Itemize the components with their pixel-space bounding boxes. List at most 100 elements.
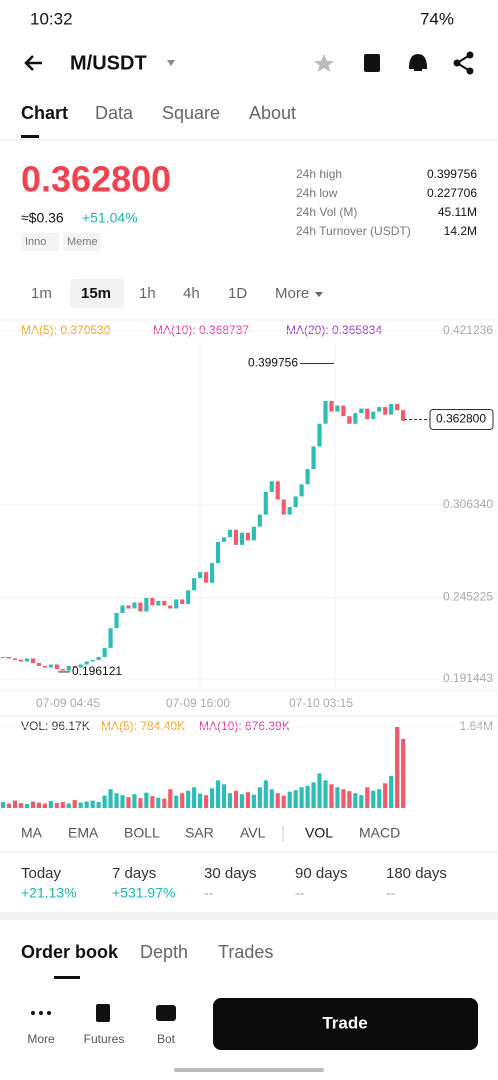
trade-button[interactable] [213,998,478,1050]
candle [48,664,53,668]
tab-underline [21,135,39,138]
back-icon[interactable] [24,55,42,71]
interval[interactable]: More [275,285,309,302]
candle [66,666,71,671]
volume-bar [347,791,352,808]
volume-bar [144,792,149,808]
candle [192,578,197,591]
last-box [429,408,494,430]
candle [138,602,143,612]
perf-value: +531.97% [112,885,175,901]
candle [245,532,250,541]
stat-value: 45.11M [438,205,477,219]
interval[interactable]: 1m [31,285,52,302]
tag-box [21,233,59,251]
volume-bar [287,791,292,808]
volume-bar [180,793,185,808]
x-tick-label: 07-09 04:45 [36,696,100,710]
volume-bar [198,793,203,808]
x-tick-label: 07-10 03:15 [289,696,353,710]
indicator[interactable]: MA [21,825,43,841]
volume-bar [209,788,215,808]
note-icon[interactable] [364,54,380,72]
perf-label: 7 days [112,865,156,882]
volume-bar [245,792,250,808]
stat-value: 0.399756 [427,167,477,181]
interval[interactable]: 1D [228,285,247,302]
candle [227,529,233,538]
indicator[interactable]: MACD [359,825,400,841]
star-icon[interactable] [314,54,334,72]
candle [359,408,364,414]
status-battery: 74% [420,9,454,28]
candle [233,529,239,545]
alert-icon[interactable] [408,53,428,71]
stat-label: 24h high [296,167,342,181]
indicator[interactable]: AVL [240,825,266,841]
volume-bar [12,800,18,808]
last-price: 0.362800 [21,159,171,200]
candle [156,600,161,606]
candle [377,407,382,412]
y-tick-label: 0.245225 [443,590,493,604]
volume-bar [114,793,119,808]
indicator[interactable]: VOL [305,825,333,841]
volume-bar [299,787,304,808]
tab[interactable]: Chart [21,103,68,123]
candle [275,481,280,500]
ma-label: MA(20): 0.365834 [286,323,382,337]
candle [12,658,18,660]
stat-label: 24h Turnover (USDT) [296,224,411,238]
tab[interactable]: Square [162,103,220,123]
interval[interactable]: 15m [81,285,111,302]
dropdown-icon[interactable] [167,60,175,66]
volume-bar [359,795,364,808]
vol-label: MA(10): 676.39K [199,719,290,733]
volume-bar [90,800,95,808]
y-tick-label: 0.306340 [443,497,493,511]
bottom-tab[interactable]: Order book [21,942,119,962]
volume-bar [329,784,334,808]
candle [323,401,328,424]
volume-bar [192,787,197,808]
interval[interactable]: 4h [183,285,200,302]
candle [353,413,358,424]
candle [251,526,256,541]
bottom-tab[interactable]: Trades [218,942,273,962]
tag-box [63,233,101,251]
candle [204,572,209,583]
tab[interactable]: About [249,103,296,123]
volume-bar [263,780,268,808]
candle [144,597,149,612]
candle [24,658,30,662]
indicator[interactable]: EMA [68,825,99,841]
indicator[interactable]: SAR [185,825,214,841]
perf-label: 90 days [295,865,348,882]
indicator[interactable]: BOLL [124,825,160,841]
candle [311,446,316,470]
ma-label: MA(10): 0.368737 [153,323,249,337]
share-icon[interactable] [453,51,474,75]
interval[interactable]: 1h [139,285,156,302]
nav-item[interactable]: Futures [84,1032,125,1046]
volume-bar [174,795,179,808]
tab[interactable]: Data [95,103,134,123]
candle [401,410,406,421]
volume-bar [269,789,274,808]
volume-bar [204,795,209,808]
trade-label[interactable]: Trade [322,1013,367,1032]
volume-bar [227,793,233,808]
perf-label: 180 days [386,865,447,882]
perf-value: -- [204,885,214,901]
nav-item[interactable]: More [27,1032,55,1046]
candle [293,496,298,508]
low-label: 0.196121 [72,664,122,678]
candle [198,572,203,579]
last-label: 0.362800 [436,412,486,426]
volume-bar [42,803,47,808]
pair-title[interactable]: M/USDT [70,52,147,74]
nav-item[interactable]: Bot [157,1032,176,1046]
volume-bar [341,789,346,808]
bottom-tab[interactable]: Depth [140,942,188,962]
